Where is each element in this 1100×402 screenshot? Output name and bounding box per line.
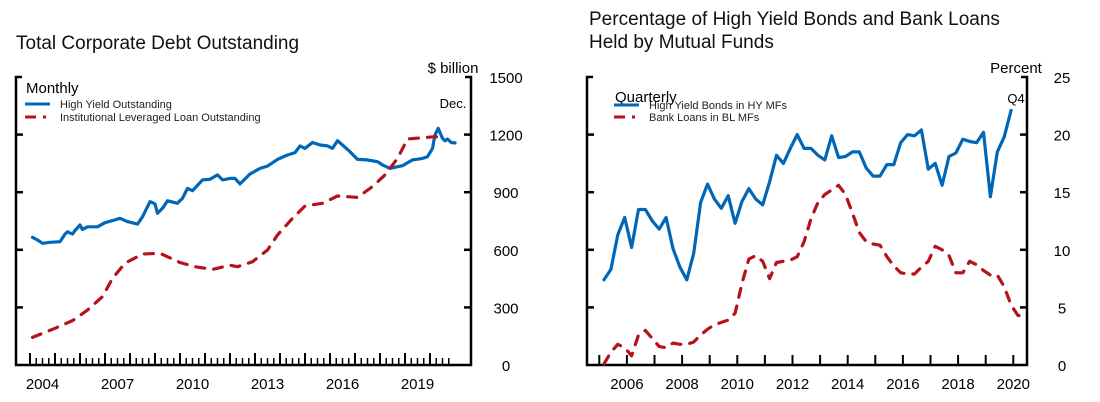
left-period-annotation: Dec. [440, 96, 467, 111]
right-legend-label-1: Bank Loans in BL MFs [649, 112, 760, 124]
right-ytick-label: 25 [1054, 70, 1071, 87]
left-ytick-label: 0 [502, 358, 510, 375]
right-series-line-1 [602, 183, 1027, 366]
left-xtick-label: 2016 [326, 376, 359, 393]
left-legend-frequency: Monthly [26, 80, 79, 97]
right-y-unit-label: Percent [990, 60, 1043, 77]
left-legend-label-1: Institutional Leveraged Loan Outstanding [60, 112, 261, 124]
right-xtick-label: 2020 [997, 376, 1030, 393]
left-ytick-label: 1200 [489, 128, 522, 145]
right-chart-svg: 0 5 10 15 20 25 2006 2008 2010 2012 2014 2016 2018 20… [585, 60, 1071, 393]
right-ytick-label: 20 [1054, 128, 1071, 145]
right-legend-label-0: High Yield Bonds in HY MFs [649, 100, 787, 112]
left-ytick-label: 900 [493, 185, 518, 202]
right-xtick-label: 2006 [610, 376, 643, 393]
right-ytick-label: 0 [1058, 358, 1066, 375]
right-xtick-label: 2014 [831, 376, 864, 393]
right-xtick-label: 2010 [721, 376, 754, 393]
left-plot-frame [14, 75, 473, 367]
left-ytick-label: 600 [493, 243, 518, 260]
left-series-line-1 [30, 135, 447, 339]
right-ytick-label: 5 [1058, 300, 1066, 317]
left-y-unit-label: $ billion [428, 60, 479, 77]
right-chart-title: Percentage of High Yield Bonds and Bank … [589, 9, 1000, 53]
right-period-annotation: Q4 [1007, 91, 1024, 106]
right-chart-panel: Percentage of High Yield Bonds and Bank … [560, 0, 1100, 402]
left-chart-title: Total Corporate Debt Outstanding [16, 33, 300, 54]
right-ytick-label: 10 [1054, 243, 1071, 260]
right-ytick-label: 15 [1054, 185, 1071, 202]
right-xtick-label: 2018 [941, 376, 974, 393]
left-chart-svg: 0 300 600 900 1200 1500 2004 2007 2010 2013 2016 20… [14, 60, 523, 393]
left-chart-panel: Total Corporate Debt Outstanding 0 300 600… [0, 0, 540, 402]
left-legend-label-0: High Yield Outstanding [60, 99, 172, 111]
right-xtick-label: 2012 [776, 376, 809, 393]
left-xtick-label: 2013 [251, 376, 284, 393]
left-xtick-label: 2010 [176, 376, 209, 393]
right-xtick-label: 2008 [665, 376, 698, 393]
left-xtick-label: 2004 [26, 376, 59, 393]
right-legend-frequency: Quarterly [615, 89, 677, 106]
right-xtick-label: 2016 [886, 376, 919, 393]
right-plot-frame [585, 75, 1029, 367]
left-xtick-label: 2019 [401, 376, 434, 393]
left-ytick-label: 1500 [489, 70, 522, 87]
left-ytick-label: 300 [493, 300, 518, 317]
right-series-line-0 [602, 108, 1013, 282]
left-xtick-label: 2007 [101, 376, 134, 393]
left-series-line-0 [30, 126, 457, 245]
